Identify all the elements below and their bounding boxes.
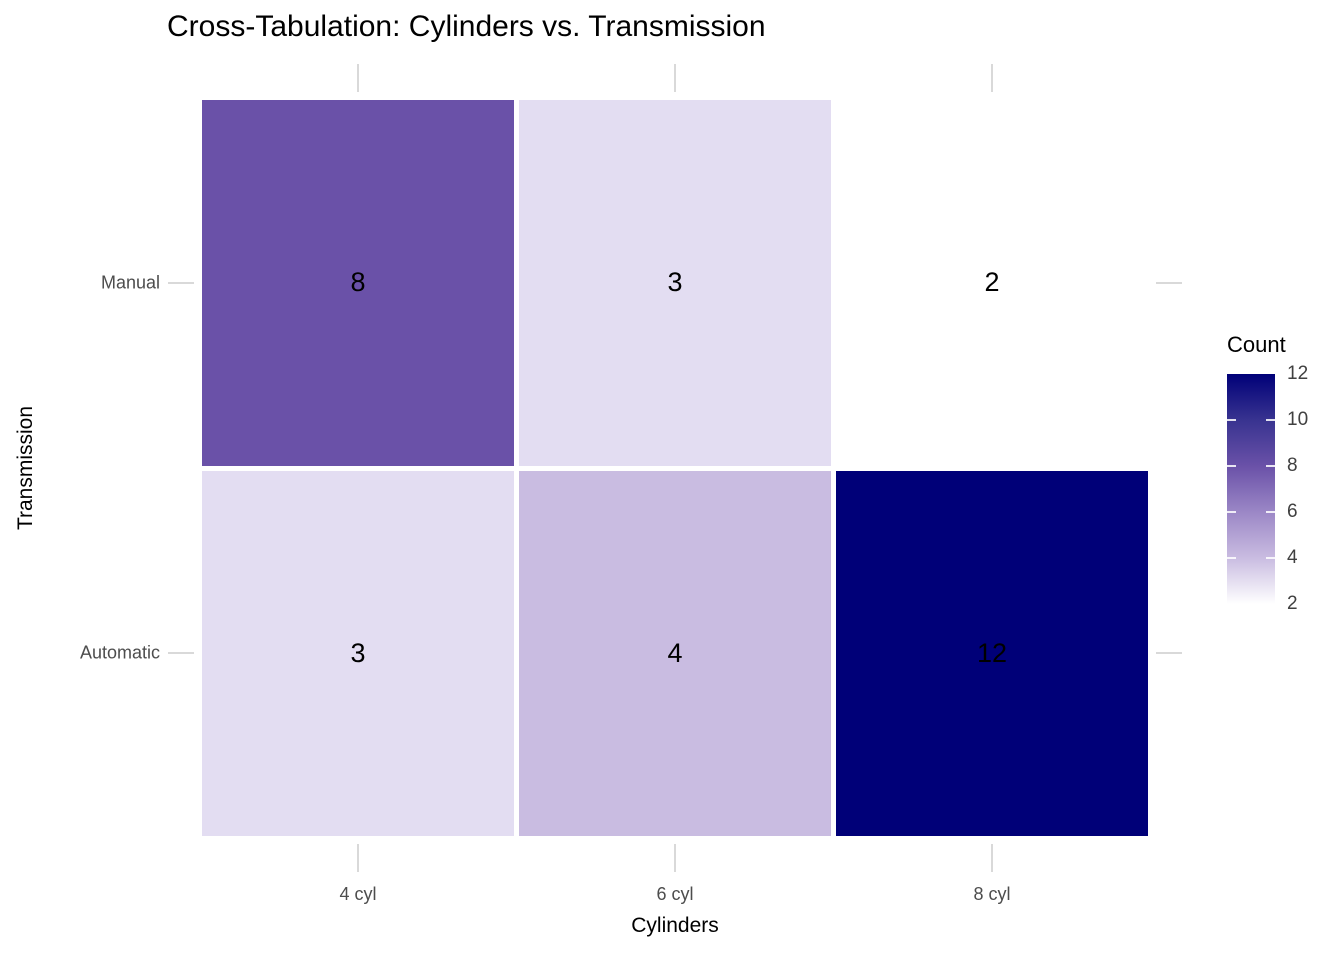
chart-title: Cross-Tabulation: Cylinders vs. Transmis… [167, 10, 766, 43]
legend-tick [1227, 511, 1236, 513]
x-axis-tick-top [674, 64, 676, 92]
legend-tick [1227, 465, 1236, 467]
heatmap-cell: 2 [836, 100, 1148, 466]
heatmap-cell: 3 [519, 100, 831, 466]
y-axis-tick-right [1156, 281, 1182, 284]
y-axis-tick-left [168, 652, 194, 655]
y-axis-tick-left [168, 281, 194, 284]
x-axis-tick-bottom [991, 844, 993, 872]
y-tick-label: Manual [100, 272, 160, 293]
x-tick-label: 8 cyl [973, 884, 1011, 904]
legend-tick [1227, 419, 1236, 421]
y-axis-title: Transmission [14, 405, 37, 531]
x-axis-tick-bottom [674, 844, 676, 872]
heatmap-panel: 8 3 2 3 4 12 [202, 100, 1148, 836]
x-axis-tick-bottom [357, 844, 359, 872]
legend-gradient-bar [1227, 374, 1275, 604]
y-tick-label: Automatic [79, 642, 160, 663]
legend-tick [1266, 557, 1275, 559]
legend-tick-label: 2 [1287, 593, 1298, 614]
x-axis-title: Cylinders [631, 914, 719, 937]
cell-value-label: 3 [667, 267, 683, 298]
legend-tick-label: 12 [1287, 363, 1309, 384]
legend-tick [1227, 557, 1236, 559]
heatmap-cell: 8 [202, 100, 514, 466]
heatmap-cell: 3 [202, 470, 514, 836]
x-tick-label: 4 cyl [339, 884, 377, 904]
x-axis-tick-top [357, 64, 359, 92]
legend-tick-label: 4 [1287, 547, 1298, 568]
cell-value-label: 3 [350, 637, 366, 668]
legend-title: Count [1227, 332, 1286, 357]
x-tick-label: 6 cyl [656, 884, 694, 904]
cell-value-label: 12 [976, 637, 1008, 668]
heatmap-cell: 4 [519, 470, 831, 836]
y-axis-tick-right [1156, 652, 1182, 655]
cell-value-label: 8 [350, 267, 366, 298]
legend-tick [1266, 511, 1275, 513]
legend-tick [1266, 465, 1275, 467]
legend-tick-label: 10 [1287, 409, 1309, 430]
cell-value-label: 4 [667, 637, 683, 668]
heatmap-cell: 12 [836, 470, 1148, 836]
x-axis-tick-top [991, 64, 993, 92]
legend-tick-label: 6 [1287, 501, 1298, 522]
legend-tick [1266, 419, 1275, 421]
legend-tick-label: 8 [1287, 455, 1298, 476]
cell-value-label: 2 [984, 267, 1000, 298]
